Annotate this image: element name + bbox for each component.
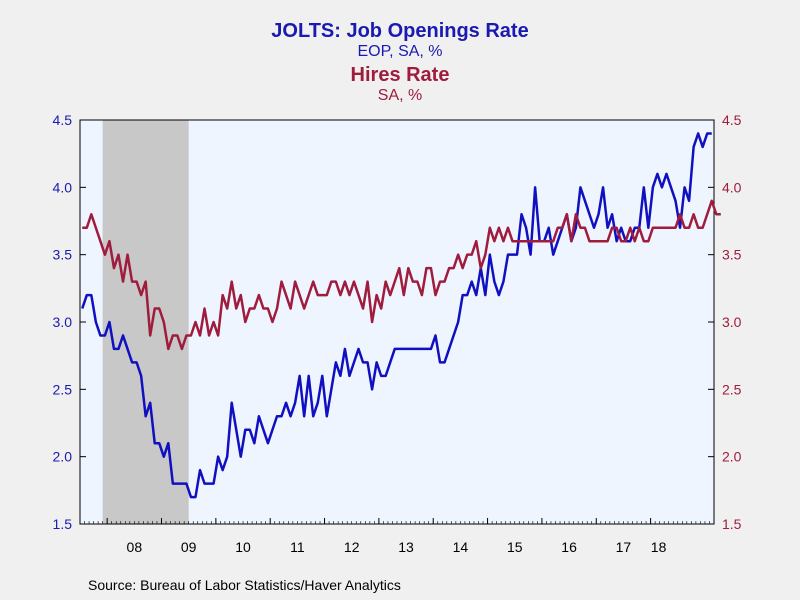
- x-tick-label: 13: [398, 539, 414, 555]
- x-tick-label: 10: [235, 539, 251, 555]
- series-line-hires: [82, 199, 721, 351]
- y-left-tick-label: 4.0: [53, 179, 73, 195]
- y-right-tick-label: 4.0: [722, 179, 742, 195]
- y-left-tick-label: 2.0: [53, 449, 73, 465]
- y-left-tick-label: 4.5: [53, 112, 73, 128]
- y-left-tick-label: 3.0: [53, 314, 73, 330]
- x-tick-label: 16: [561, 539, 577, 555]
- chart-title-hires: Hires Rate: [350, 64, 450, 86]
- y-right-tick-label: 1.5: [722, 516, 742, 532]
- chart-subtitle-job-openings: EOP, SA, %: [357, 43, 443, 60]
- chart-title-job-openings: JOLTS: Job Openings Rate: [271, 20, 529, 42]
- x-tick-label: 18: [651, 539, 667, 555]
- y-right-tick-label: 3.0: [722, 314, 742, 330]
- recession-shade: [102, 120, 189, 524]
- y-right-tick-label: 2.5: [722, 381, 742, 397]
- x-tick-label: 14: [453, 539, 469, 555]
- y-right-tick-label: 3.5: [722, 247, 742, 263]
- x-tick-label: 08: [127, 539, 143, 555]
- y-right-tick-label: 2.0: [722, 449, 742, 465]
- x-tick-label: 15: [507, 539, 523, 555]
- x-tick-label: 17: [616, 539, 632, 555]
- series-line-job-openings: [81, 132, 712, 499]
- y-left-tick-label: 3.5: [53, 247, 73, 263]
- x-tick-label: 11: [290, 539, 305, 555]
- y-right-tick-label: 4.5: [722, 112, 742, 128]
- chart-subtitle-hires: SA, %: [377, 87, 423, 104]
- source-note: Source: Bureau of Labor Statistics/Haver…: [88, 577, 401, 593]
- y-left-tick-label: 1.5: [53, 516, 73, 532]
- x-tick-label: 09: [181, 539, 197, 555]
- x-tick-label: 12: [344, 539, 360, 555]
- y-left-tick-label: 2.5: [53, 381, 73, 397]
